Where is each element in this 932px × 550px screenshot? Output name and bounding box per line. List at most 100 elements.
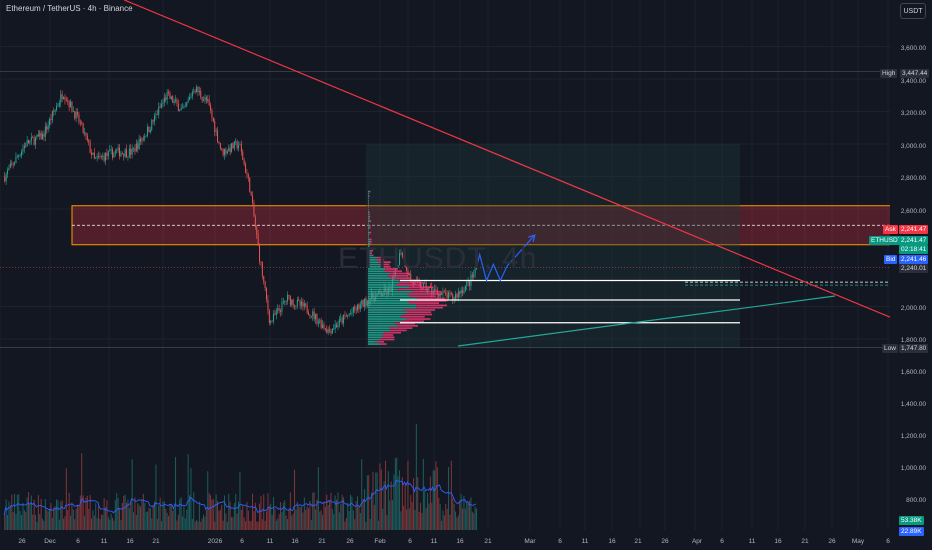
candle-body [456,294,458,298]
profile-bar-down [390,272,410,275]
candle-body [435,289,437,291]
volume-bar [117,497,119,530]
volume-bar [121,502,123,530]
candle-body [400,252,402,254]
candle-body [263,276,265,282]
bid-value-badge: 2,241.46 [899,255,929,264]
profile-bar-up [368,320,402,323]
profile-bar-up [368,231,370,234]
volume-bar [400,511,402,530]
candle-body [404,257,406,267]
profile-bar-up [368,220,370,223]
volume-bar [75,508,77,530]
profile-bar-up [368,247,370,250]
candle-body [285,301,287,302]
volume-bar [40,498,42,530]
volume-bar [79,495,81,530]
candle-body [231,143,233,153]
candle-body [99,156,101,157]
price-tick-label: 2,000.00 [901,305,927,312]
volume-bar [58,519,60,530]
volume-bar [131,459,133,530]
volume-bar [135,515,137,530]
candle-body [278,308,280,311]
profile-bar-down [379,338,395,341]
volume-bar [313,492,315,530]
candle-body [448,292,450,299]
profile-bar-up [368,311,408,314]
candle-body [403,256,405,258]
time-tick-label: 6 [558,538,562,545]
candle-body [173,100,175,103]
volume-bar [308,508,310,530]
volume-bar [22,502,24,530]
volume-bar [186,509,188,530]
profile-bar-down [409,286,434,289]
candle-body [46,126,48,130]
candle-body [408,273,410,276]
candle-body [102,155,104,157]
volume-bar [338,512,340,530]
volume-bar [446,508,448,530]
candle-body [277,308,279,312]
candle-body [162,102,164,105]
time-tick-label: 21 [318,538,326,545]
candle-body [151,120,153,131]
time-tick-label: 26 [346,538,354,545]
profile-bar-up [368,195,369,198]
candle-body [218,141,220,143]
profile-bar-down [397,288,429,291]
candle-body [212,117,214,122]
candle-body [301,301,303,306]
candle-body [225,149,227,154]
profile-bar-up [368,265,382,268]
volume-bar [141,498,143,530]
profile-bar-down [394,322,415,325]
candle-body [113,152,115,158]
candle-body [252,195,254,203]
volume-bar [421,512,423,530]
volume-bar [278,514,280,530]
profile-bar-up [368,302,410,304]
volume-bar [145,511,147,530]
candle-body [121,153,123,155]
candle-body [180,107,182,111]
volume-bar [165,508,167,530]
profile-bar-down [409,302,440,304]
candle-body [14,163,16,165]
volume-bar [184,518,186,530]
time-tick-label: 6 [240,538,244,545]
volume-bar [201,518,203,530]
candle-body [464,285,466,292]
volume-bar [379,463,381,530]
profile-bar-down [397,325,418,327]
volume-bar [54,506,56,530]
volume-bar [448,466,450,530]
symbol-title[interactable]: Ethereum / TetherUS · 4h · Binance [6,4,133,13]
volume-bar [386,515,388,530]
candle-body [84,132,86,134]
volume-bar [166,512,168,530]
volume-bar [102,514,104,530]
volume-bar [275,520,277,530]
candle-body [98,156,100,157]
candle-body [253,202,255,217]
candle-body [25,145,27,147]
candle-body [239,144,241,146]
candle-body [438,294,440,297]
candle-body [166,92,168,100]
profile-bar-up [368,249,371,252]
candle-body [22,148,24,152]
volume-bar [74,519,76,530]
volume-bar [350,494,352,530]
currency-button[interactable]: USDT [900,3,926,19]
volume-bar [280,502,282,530]
volume-bar [196,519,198,530]
profile-bar-down [377,256,384,259]
candle-body [11,163,13,165]
volume-bar [177,514,179,530]
volume-bar [170,503,172,530]
time-tick-label: 11 [267,538,274,545]
candle-body [130,148,132,155]
